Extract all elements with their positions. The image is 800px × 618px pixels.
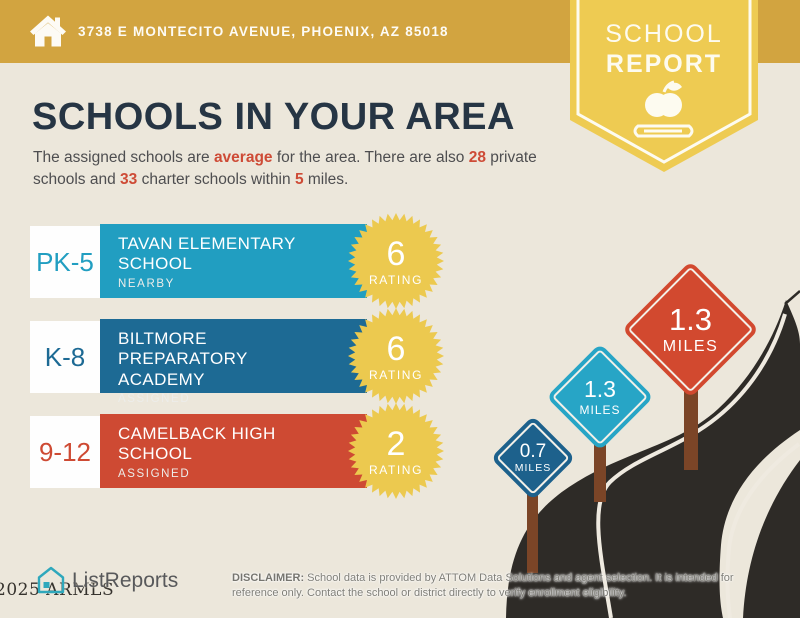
road-body: [506, 300, 800, 618]
rating-starburst: 2 RATING: [346, 401, 446, 501]
page-title: SCHOOLS IN YOUR AREA: [32, 96, 515, 138]
highlight-radius: 5: [294, 170, 304, 188]
rating-value: 6: [386, 235, 406, 273]
house-icon: [30, 15, 66, 47]
road-edge-line: [725, 442, 800, 618]
school-bar: BILTMORE PREPARATORY ACADEMY ASSIGNED: [100, 319, 367, 405]
school-report-badge: SCHOOL REPORT: [570, 0, 758, 175]
disclaimer-text: DISCLAIMER: School data is provided by A…: [232, 572, 734, 599]
road-tip-line: [784, 290, 800, 305]
sign-distance: 1.3: [668, 302, 713, 338]
school-status: ASSIGNED: [118, 393, 191, 406]
road-median-line: [596, 313, 787, 618]
rating-text: 6 RATING: [346, 306, 446, 406]
listreports-logo: ListReports: [36, 565, 178, 596]
disclaimer-label: DISCLAIMER:: [232, 572, 305, 584]
sign-distance: 0.7: [519, 440, 547, 462]
sign-text: 1.3 MILES: [631, 268, 750, 391]
badge-pennant-shape: [570, 0, 758, 172]
school-row-tavan: PK-5 TAVAN ELEMENTARY SCHOOL NEARBY 6 RA…: [30, 213, 475, 309]
badge-text: SCHOOL REPORT: [570, 20, 758, 79]
grade-range: 9-12: [30, 416, 100, 488]
school-status: ASSIGNED: [118, 467, 191, 480]
rating-value: 6: [386, 330, 406, 368]
highlight-charter-count: 33: [120, 170, 138, 188]
sign-unit: MILES: [514, 462, 552, 475]
school-row-biltmore: K-8 BILTMORE PREPARATORY ACADEMY ASSIGNE…: [30, 308, 475, 405]
school-name: CAMELBACK HIGH SCHOOL: [118, 424, 276, 464]
rating-text: 2 RATING: [346, 401, 446, 501]
rating-label: RATING: [368, 368, 424, 382]
rating-starburst: 6 RATING: [346, 211, 446, 311]
rating-value: 2: [386, 425, 406, 463]
sign-text: 1.3 MILES: [551, 348, 649, 446]
school-row-camelback: 9-12 CAMELBACK HIGH SCHOOL ASSIGNED 2 RA…: [30, 403, 475, 499]
sign-distance: 1.3: [584, 376, 616, 403]
sign-post: [527, 458, 538, 573]
sign-text: 0.7 MILES: [490, 414, 576, 502]
highlight-average: average: [213, 149, 273, 166]
highlight-private-count: 28: [468, 149, 486, 166]
rating-starburst: 6 RATING: [346, 306, 446, 406]
intro-paragraph: The assigned schools are average for the…: [33, 149, 537, 188]
school-name: TAVAN ELEMENTARY SCHOOL: [118, 234, 296, 274]
school-bar: CAMELBACK HIGH SCHOOL ASSIGNED: [100, 414, 367, 488]
badge-line2: REPORT: [605, 50, 723, 78]
sign-unit: MILES: [579, 402, 621, 417]
grade-range: K-8: [30, 321, 100, 393]
rating-label: RATING: [368, 463, 424, 477]
listreports-logo-text: ListReports: [72, 568, 179, 592]
sign-unit: MILES: [662, 337, 719, 355]
badge-line1: SCHOOL: [605, 20, 723, 48]
rating-text: 6 RATING: [346, 211, 446, 311]
property-address: 3738 E MONTECITO AVENUE, PHOENIX, AZ 850…: [78, 24, 449, 39]
school-name: BILTMORE PREPARATORY ACADEMY: [118, 329, 248, 389]
school-status: NEARBY: [118, 277, 175, 290]
apple-book-icon: [633, 80, 694, 138]
rating-label: RATING: [368, 273, 424, 287]
school-bar: TAVAN ELEMENTARY SCHOOL NEARBY: [100, 224, 367, 298]
grade-range: PK-5: [30, 226, 100, 298]
road-corner-lobe: [743, 460, 800, 618]
listreports-house-icon: [37, 566, 65, 594]
armls-watermark: 2025 ARMLS: [0, 580, 115, 600]
